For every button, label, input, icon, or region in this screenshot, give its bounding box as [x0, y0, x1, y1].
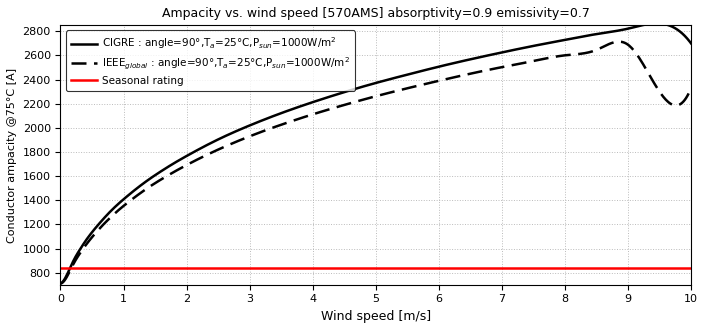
Y-axis label: Conductor ampacity @75°C [A]: Conductor ampacity @75°C [A] — [7, 67, 17, 243]
CIGRE : angle=90°,T$_a$=25°C,P$_{sun}$=1000W/m$^2$: (8.2, 2.75e+03): angle=90°,T$_a$=25°C,P$_{sun}$=1000W/m$^… — [573, 36, 582, 40]
CIGRE : angle=90°,T$_a$=25°C,P$_{sun}$=1000W/m$^2$: (9.78, 2.82e+03): angle=90°,T$_a$=25°C,P$_{sun}$=1000W/m$^… — [673, 27, 682, 31]
IEEE$_{global}$ : angle=90°,T$_a$=25°C,P$_{sun}$=1000W/m$^2$: (8.2, 2.61e+03): angle=90°,T$_a$=25°C,P$_{sun}$=1000W/m$^… — [573, 52, 582, 56]
Line: IEEE$_{global}$ : angle=90°,T$_a$=25°C,P$_{sun}$=1000W/m$^2$: IEEE$_{global}$ : angle=90°,T$_a$=25°C,P… — [61, 42, 691, 283]
CIGRE : angle=90°,T$_a$=25°C,P$_{sun}$=1000W/m$^2$: (0, 710): angle=90°,T$_a$=25°C,P$_{sun}$=1000W/m$^… — [56, 281, 65, 285]
Seasonal rating — [119, 266, 128, 270]
CIGRE : angle=90°,T$_a$=25°C,P$_{sun}$=1000W/m$^2$: (9.46, 2.87e+03): angle=90°,T$_a$=25°C,P$_{sun}$=1000W/m$^… — [653, 21, 661, 25]
Legend: CIGRE : angle=90°,T$_a$=25°C,P$_{sun}$=1000W/m$^2$, IEEE$_{global}$ : angle=90°,: CIGRE : angle=90°,T$_a$=25°C,P$_{sun}$=1… — [66, 30, 355, 91]
Line: CIGRE : angle=90°,T$_a$=25°C,P$_{sun}$=1000W/m$^2$: CIGRE : angle=90°,T$_a$=25°C,P$_{sun}$=1… — [61, 23, 691, 283]
CIGRE : angle=90°,T$_a$=25°C,P$_{sun}$=1000W/m$^2$: (5.41, 2.43e+03): angle=90°,T$_a$=25°C,P$_{sun}$=1000W/m$^… — [398, 74, 406, 78]
CIGRE : angle=90°,T$_a$=25°C,P$_{sun}$=1000W/m$^2$: (4.81, 2.34e+03): angle=90°,T$_a$=25°C,P$_{sun}$=1000W/m$^… — [360, 84, 368, 88]
CIGRE : angle=90°,T$_a$=25°C,P$_{sun}$=1000W/m$^2$: (5.95, 2.5e+03): angle=90°,T$_a$=25°C,P$_{sun}$=1000W/m$^… — [431, 65, 440, 69]
IEEE$_{global}$ : angle=90°,T$_a$=25°C,P$_{sun}$=1000W/m$^2$: (8.86, 2.71e+03): angle=90°,T$_a$=25°C,P$_{sun}$=1000W/m$^… — [615, 40, 623, 44]
IEEE$_{global}$ : angle=90°,T$_a$=25°C,P$_{sun}$=1000W/m$^2$: (4.75, 2.23e+03): angle=90°,T$_a$=25°C,P$_{sun}$=1000W/m$^… — [356, 99, 364, 103]
CIGRE : angle=90°,T$_a$=25°C,P$_{sun}$=1000W/m$^2$: (4.75, 2.33e+03): angle=90°,T$_a$=25°C,P$_{sun}$=1000W/m$^… — [356, 85, 364, 89]
X-axis label: Wind speed [m/s]: Wind speed [m/s] — [321, 310, 431, 323]
IEEE$_{global}$ : angle=90°,T$_a$=25°C,P$_{sun}$=1000W/m$^2$: (5.95, 2.38e+03): angle=90°,T$_a$=25°C,P$_{sun}$=1000W/m$^… — [431, 80, 440, 83]
IEEE$_{global}$ : angle=90°,T$_a$=25°C,P$_{sun}$=1000W/m$^2$: (5.41, 2.32e+03): angle=90°,T$_a$=25°C,P$_{sun}$=1000W/m$^… — [398, 88, 406, 92]
CIGRE : angle=90°,T$_a$=25°C,P$_{sun}$=1000W/m$^2$: (10, 2.7e+03): angle=90°,T$_a$=25°C,P$_{sun}$=1000W/m$^… — [687, 41, 695, 45]
Seasonal rating — [56, 266, 65, 270]
IEEE$_{global}$ : angle=90°,T$_a$=25°C,P$_{sun}$=1000W/m$^2$: (4.81, 2.24e+03): angle=90°,T$_a$=25°C,P$_{sun}$=1000W/m$^… — [360, 97, 368, 101]
IEEE$_{global}$ : angle=90°,T$_a$=25°C,P$_{sun}$=1000W/m$^2$: (9.78, 2.19e+03): angle=90°,T$_a$=25°C,P$_{sun}$=1000W/m$^… — [673, 103, 682, 107]
IEEE$_{global}$ : angle=90°,T$_a$=25°C,P$_{sun}$=1000W/m$^2$: (0, 710): angle=90°,T$_a$=25°C,P$_{sun}$=1000W/m$^… — [56, 281, 65, 285]
IEEE$_{global}$ : angle=90°,T$_a$=25°C,P$_{sun}$=1000W/m$^2$: (10, 2.33e+03): angle=90°,T$_a$=25°C,P$_{sun}$=1000W/m$^… — [687, 86, 695, 90]
Title: Ampacity vs. wind speed [570AMS] absorptivity=0.9 emissivity=0.7: Ampacity vs. wind speed [570AMS] absorpt… — [162, 7, 589, 20]
